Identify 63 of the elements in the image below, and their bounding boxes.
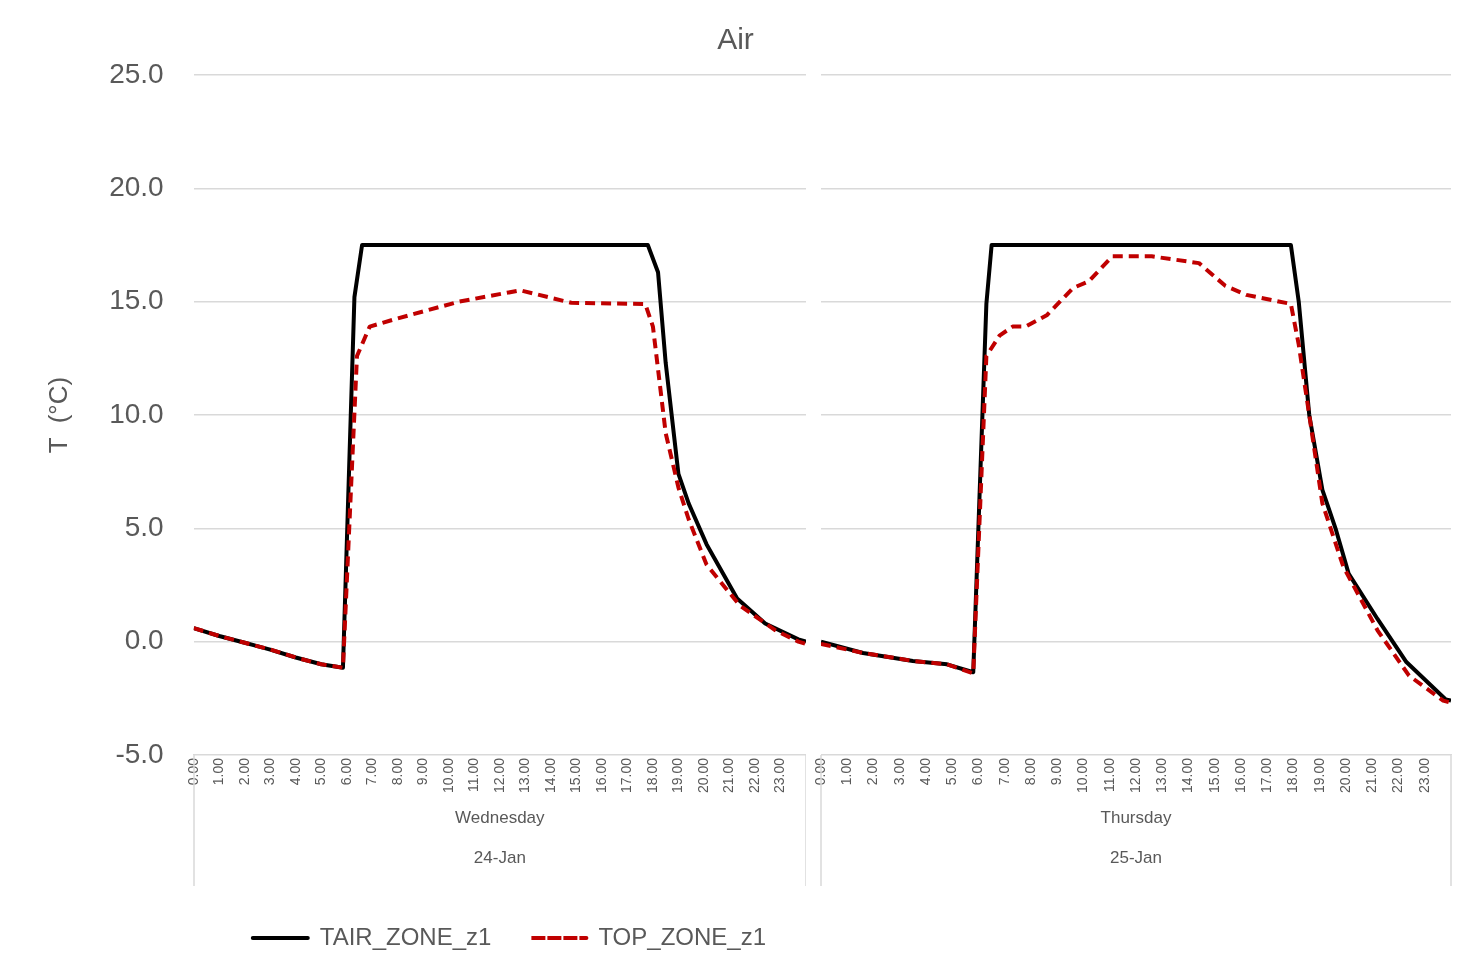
- x-tick-label: 8.00: [388, 757, 405, 786]
- x-tick-label: 12.00: [490, 757, 507, 794]
- legend-label: TAIR_ZONE_z1: [319, 922, 492, 950]
- x-tick-label: 13.00: [1153, 757, 1170, 794]
- x-tick-label: 22.00: [745, 757, 762, 794]
- y-tick-label: 25.0: [109, 57, 164, 89]
- x-tick-label: 4.00: [286, 757, 303, 786]
- x-tick-label: 22.00: [1389, 757, 1406, 794]
- y-tick-label: 5.0: [124, 511, 164, 543]
- x-tick-label: 20.00: [1336, 757, 1353, 794]
- x-tick-label: 3.00: [890, 757, 907, 786]
- x-tick-label: 3.00: [261, 757, 278, 786]
- x-tick-label: 4.00: [916, 757, 933, 786]
- x-tick-label: 8.00: [1021, 757, 1038, 786]
- x-tick-label: 19.00: [669, 757, 686, 794]
- y-tick-label: 10.0: [109, 397, 164, 429]
- x-tick-label: 14.00: [1179, 757, 1196, 794]
- x-tick-label: 19.00: [1310, 757, 1327, 794]
- x-tick-label: 5.00: [312, 757, 329, 786]
- x-tick-label: 23.00: [1415, 757, 1432, 794]
- x-tick-label: 16.00: [1231, 757, 1248, 794]
- x-tick-label: 10.00: [1074, 757, 1091, 794]
- x-tick-label: 2.00: [864, 757, 881, 786]
- x-tick-label: 7.00: [363, 757, 380, 786]
- x-tick-label: 1.00: [210, 757, 227, 786]
- x-tick-label: 20.00: [694, 757, 711, 794]
- x-tick-label: 9.00: [1048, 757, 1065, 786]
- x-tick-label: 21.00: [720, 757, 737, 794]
- x-tick-label: 13.00: [516, 757, 533, 794]
- x-tick-label: 9.00: [414, 757, 431, 786]
- x-tick-label: 18.00: [643, 757, 660, 794]
- x-tick-label: 2.00: [235, 757, 252, 786]
- x-tick-label: 6.00: [969, 757, 986, 786]
- chart-title: Air: [716, 22, 755, 56]
- x-tick-label: 1.00: [838, 757, 855, 786]
- x-tick-label: 16.00: [592, 757, 609, 794]
- text: 24-Jan: [473, 847, 526, 867]
- legend-label: TOP_ZONE_z1: [598, 922, 767, 950]
- x-tick-label: 11.00: [465, 757, 482, 792]
- x-tick-label: 23.00: [771, 757, 788, 794]
- y-tick-label: 15.0: [109, 284, 164, 316]
- x-tick-label: 21.00: [1363, 757, 1380, 794]
- x-tick-label: 17.00: [618, 757, 635, 794]
- y-tick-label: 20.0: [109, 171, 164, 203]
- x-tick-label: 0.00: [811, 757, 828, 786]
- y-tick-label: 0.0: [124, 624, 164, 656]
- text: Wednesday: [455, 807, 546, 827]
- x-tick-label: 5.00: [943, 757, 960, 786]
- x-tick-label: 17.00: [1258, 757, 1275, 794]
- x-tick-label: 0.00: [184, 757, 201, 786]
- x-tick-label: 15.00: [567, 757, 584, 794]
- x-tick-label: 7.00: [995, 757, 1012, 786]
- x-tick-label: 15.00: [1205, 757, 1222, 794]
- text: Thursday: [1100, 807, 1172, 827]
- x-tick-label: 11.00: [1100, 757, 1117, 792]
- y-axis-title: T (°C): [42, 376, 73, 454]
- x-tick-label: 18.00: [1284, 757, 1301, 794]
- text: 25-Jan: [1110, 847, 1162, 867]
- x-tick-label: 6.00: [337, 757, 354, 786]
- x-tick-label: 10.00: [439, 757, 456, 794]
- x-tick-label: 12.00: [1126, 757, 1143, 794]
- x-tick-label: 14.00: [541, 757, 558, 794]
- y-tick-label: -5.0: [115, 737, 164, 769]
